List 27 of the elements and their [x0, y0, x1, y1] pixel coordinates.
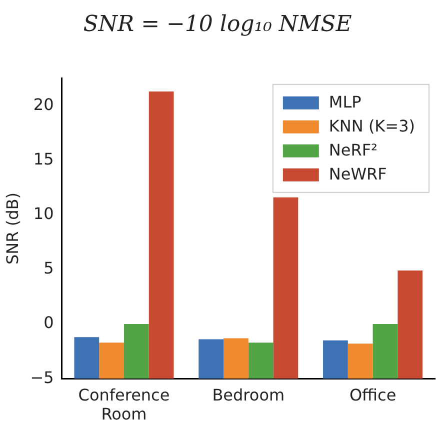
- x-tick-label: Bedroom: [212, 385, 285, 404]
- y-tick-label: 20: [33, 94, 54, 114]
- legend-label: NeWRF: [328, 164, 387, 184]
- y-tick-label: −5: [30, 368, 54, 387]
- bar: [99, 342, 124, 379]
- x-tick-label: Conference Room: [78, 385, 170, 424]
- bar: [248, 342, 274, 379]
- bar: [348, 344, 373, 379]
- y-tick-label: 10: [33, 204, 54, 224]
- bar: [372, 324, 398, 379]
- legend-label: NeRF²: [328, 140, 378, 160]
- bar: [398, 270, 423, 379]
- bar: [323, 340, 348, 379]
- legend-label: MLP: [328, 92, 362, 112]
- legend-label: KNN (K=3): [328, 116, 415, 136]
- y-axis-title: SNR (dB): [2, 192, 22, 264]
- chart-title: SNR = −10 log₁₀ NMSE: [83, 12, 352, 37]
- bar: [224, 338, 248, 379]
- y-tick-label: 0: [44, 313, 54, 332]
- x-tick-label: Office: [349, 385, 396, 404]
- bar: [74, 337, 100, 379]
- y-tick-label: 5: [44, 258, 54, 278]
- bar: [198, 339, 224, 379]
- bar: [124, 324, 149, 379]
- y-tick-label: 15: [33, 149, 54, 168]
- bar: [148, 92, 174, 379]
- bar: [273, 197, 298, 379]
